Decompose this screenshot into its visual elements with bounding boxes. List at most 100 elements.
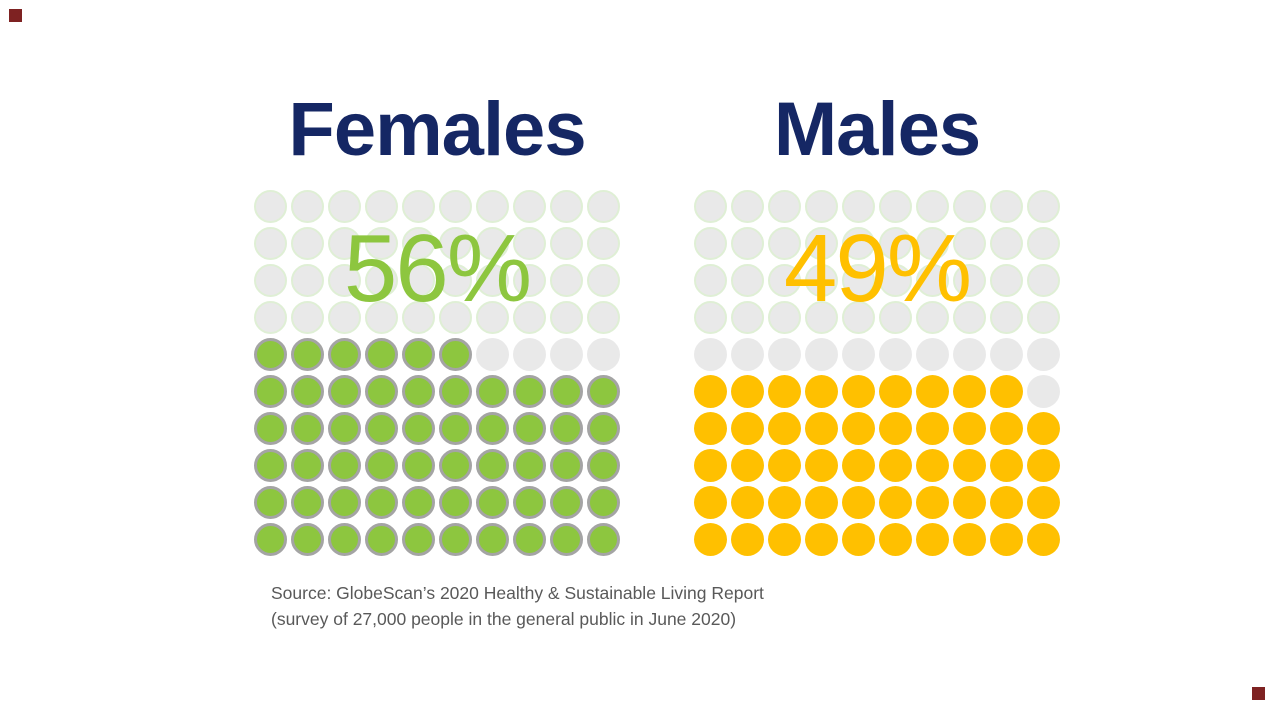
waffle-dot bbox=[513, 301, 546, 334]
waffle-dot bbox=[916, 338, 949, 371]
waffle-dot bbox=[402, 486, 435, 519]
waffle-dot bbox=[731, 486, 764, 519]
waffle-dot bbox=[990, 412, 1023, 445]
waffle-dot bbox=[953, 338, 986, 371]
waffle-dot bbox=[513, 338, 546, 371]
waffle-grid bbox=[254, 190, 620, 556]
waffle-dot bbox=[513, 486, 546, 519]
waffle-dot bbox=[550, 264, 583, 297]
waffle-dot bbox=[365, 264, 398, 297]
waffle-dot bbox=[328, 412, 361, 445]
waffle-dot bbox=[1027, 264, 1060, 297]
waffle-dot bbox=[439, 190, 472, 223]
waffle-dot bbox=[990, 523, 1023, 556]
waffle-dot bbox=[990, 375, 1023, 408]
waffle-dot bbox=[916, 227, 949, 260]
waffle-dot bbox=[879, 227, 912, 260]
waffle-dot bbox=[731, 264, 764, 297]
waffle-dot bbox=[365, 190, 398, 223]
waffle-dot bbox=[694, 449, 727, 482]
waffle-dot bbox=[365, 338, 398, 371]
waffle-dot bbox=[805, 412, 838, 445]
waffle-dot bbox=[254, 227, 287, 260]
waffle-dot bbox=[1027, 449, 1060, 482]
waffle-dot bbox=[768, 338, 801, 371]
waffle-dot bbox=[550, 301, 583, 334]
waffle-dot bbox=[365, 449, 398, 482]
waffle-dot bbox=[550, 338, 583, 371]
waffle-dot bbox=[254, 375, 287, 408]
waffle-dot bbox=[365, 412, 398, 445]
waffle-dot bbox=[842, 301, 875, 334]
waffle-dot bbox=[365, 375, 398, 408]
waffle-dot bbox=[842, 449, 875, 482]
waffle-dot bbox=[805, 486, 838, 519]
waffle-dot bbox=[328, 449, 361, 482]
waffle-dot bbox=[768, 264, 801, 297]
waffle-dot bbox=[842, 412, 875, 445]
waffle-dot bbox=[805, 301, 838, 334]
waffle-dot bbox=[439, 264, 472, 297]
waffle-dot bbox=[1027, 227, 1060, 260]
waffle-dot bbox=[768, 486, 801, 519]
waffle-dot bbox=[587, 486, 620, 519]
waffle-dot bbox=[291, 338, 324, 371]
waffle-dot bbox=[694, 264, 727, 297]
waffle-dot bbox=[291, 449, 324, 482]
waffle-dot bbox=[402, 523, 435, 556]
waffle-dot bbox=[953, 301, 986, 334]
waffle-dot bbox=[587, 190, 620, 223]
waffle-dot bbox=[731, 523, 764, 556]
waffle-dot bbox=[513, 227, 546, 260]
waffle-dot bbox=[1027, 190, 1060, 223]
waffle-dot bbox=[550, 412, 583, 445]
waffle-dot bbox=[254, 190, 287, 223]
waffle-dot bbox=[587, 227, 620, 260]
source-note: Source: GlobeScan’s 2020 Healthy & Susta… bbox=[271, 580, 764, 632]
waffle-dot bbox=[402, 412, 435, 445]
waffle-dot bbox=[990, 301, 1023, 334]
waffle-dot bbox=[254, 301, 287, 334]
waffle-dot bbox=[550, 375, 583, 408]
waffle-dot bbox=[842, 486, 875, 519]
waffle-dot bbox=[328, 190, 361, 223]
waffle-dot bbox=[439, 449, 472, 482]
waffle-grid bbox=[694, 190, 1060, 556]
waffle-dot bbox=[731, 449, 764, 482]
waffle-dot bbox=[805, 338, 838, 371]
waffle-dot bbox=[990, 449, 1023, 482]
waffle-dot bbox=[513, 375, 546, 408]
waffle-dot bbox=[879, 338, 912, 371]
waffle-dot bbox=[694, 412, 727, 445]
waffle-dot bbox=[328, 264, 361, 297]
waffle-dot bbox=[990, 486, 1023, 519]
waffle-dot bbox=[328, 338, 361, 371]
waffle-dot bbox=[587, 449, 620, 482]
waffle-dot bbox=[916, 523, 949, 556]
waffle-dot bbox=[291, 264, 324, 297]
waffle-dot bbox=[254, 449, 287, 482]
waffle-dot bbox=[990, 338, 1023, 371]
waffle-dot bbox=[953, 375, 986, 408]
waffle-dot bbox=[365, 523, 398, 556]
waffle-dot bbox=[953, 449, 986, 482]
waffle-dot bbox=[879, 523, 912, 556]
waffle-dot bbox=[842, 227, 875, 260]
waffle-dot bbox=[694, 227, 727, 260]
waffle-dot bbox=[694, 301, 727, 334]
waffle-dot bbox=[254, 264, 287, 297]
waffle-dot bbox=[476, 190, 509, 223]
waffle-dot bbox=[291, 523, 324, 556]
waffle-dot bbox=[476, 301, 509, 334]
waffle-dot bbox=[476, 412, 509, 445]
waffle-dot bbox=[254, 486, 287, 519]
waffle-dot bbox=[587, 412, 620, 445]
waffle-dot bbox=[365, 486, 398, 519]
waffle-dot bbox=[916, 301, 949, 334]
waffle-dot bbox=[550, 227, 583, 260]
waffle-dot bbox=[842, 190, 875, 223]
corner-mark-bottom-right bbox=[1252, 687, 1265, 700]
waffle-dot bbox=[439, 375, 472, 408]
waffle-dot bbox=[587, 523, 620, 556]
waffle-dot bbox=[291, 412, 324, 445]
